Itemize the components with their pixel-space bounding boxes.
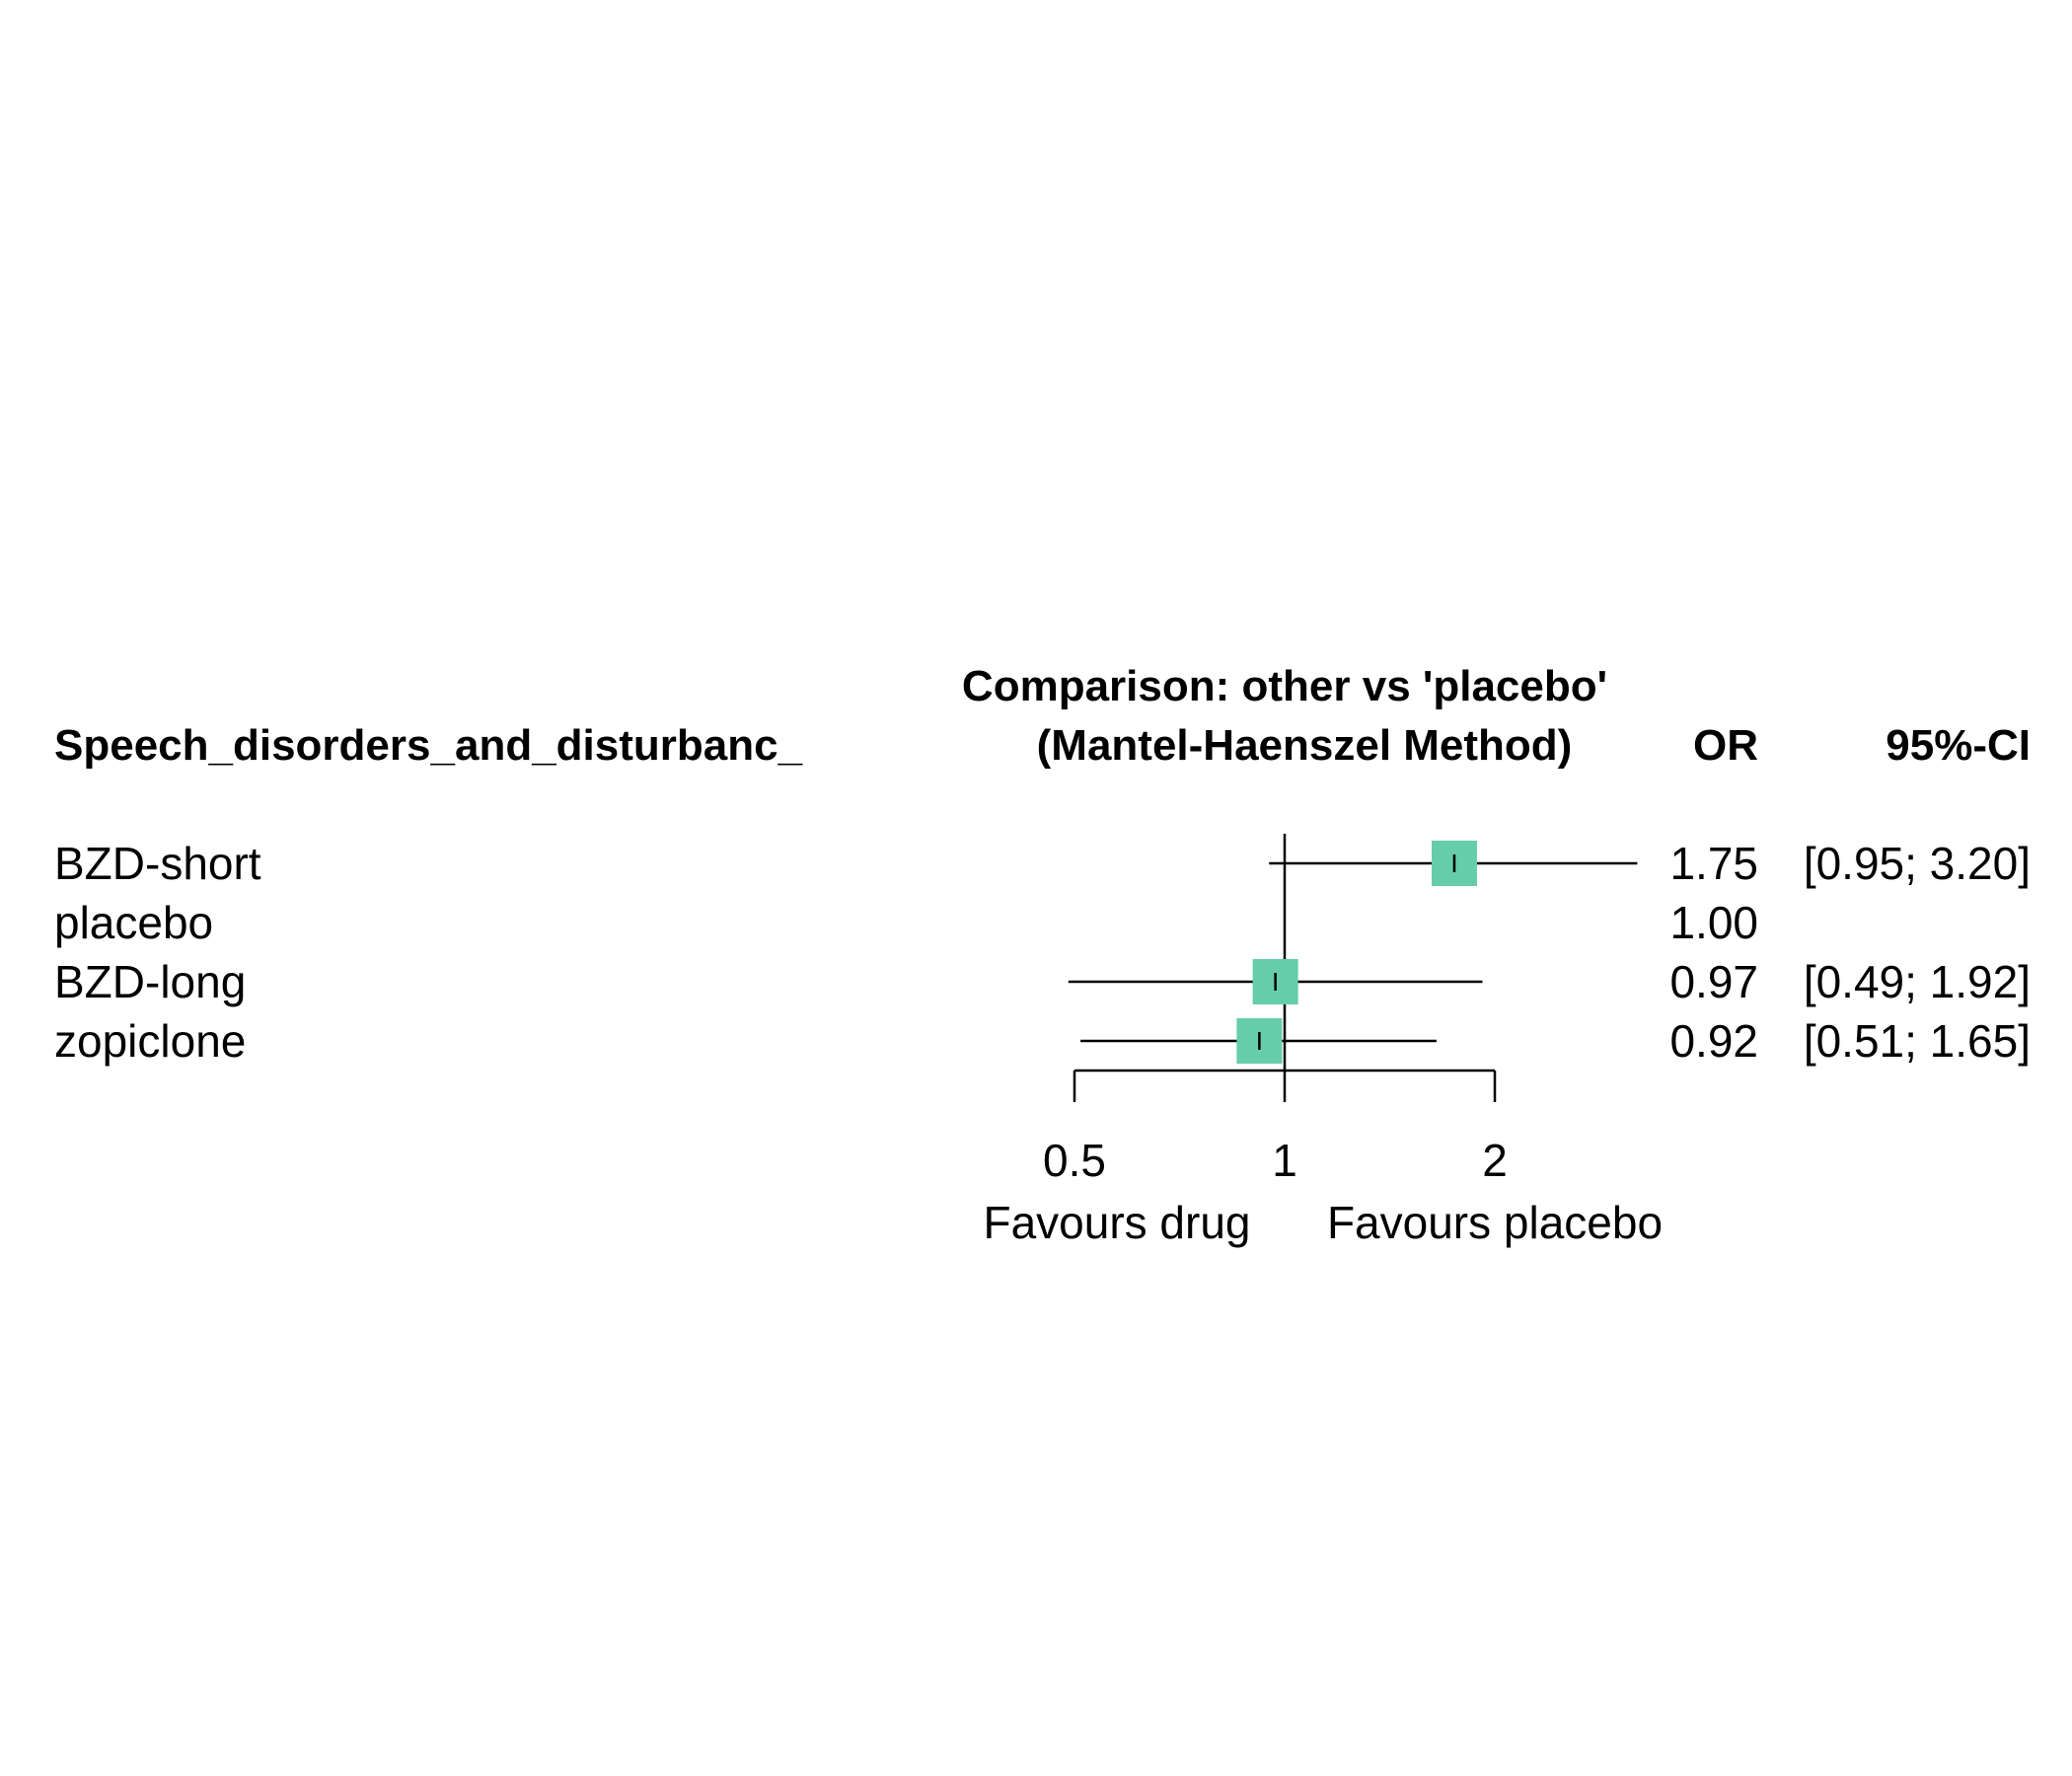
ci-column-header: 95%-CI [1886, 721, 2031, 770]
axis-tick-label: 1 [1272, 1135, 1297, 1186]
or-column-header: OR [1693, 721, 1758, 770]
ci-value: [0.51; 1.65] [1804, 1015, 2031, 1067]
axis-tick-label: 0.5 [1043, 1135, 1106, 1186]
forest-rows: BZD-short 1.75 [0.95; 3.20] placebo 1.00 BZD-… [54, 834, 2031, 1071]
axis-tick-label: 2 [1482, 1135, 1508, 1186]
x-axis: 0.5 1 2 [1043, 1069, 1508, 1186]
ci-value: [0.49; 1.92] [1804, 956, 2031, 1007]
row-label: BZD-long [54, 956, 246, 1007]
row-label: BZD-short [54, 838, 261, 889]
comparison-title-line2: (Mantel-Haenszel Method) [1037, 721, 1573, 770]
favours-placebo-label: Favours placebo [1327, 1197, 1663, 1248]
or-value: 0.97 [1669, 956, 1758, 1007]
ci-value: [0.95; 3.20] [1804, 838, 2031, 889]
favours-drug-label: Favours drug [983, 1197, 1250, 1248]
or-value: 0.92 [1669, 1015, 1758, 1067]
comparison-title-line1: Comparison: other vs 'placebo' [962, 662, 1607, 710]
or-value: 1.75 [1669, 838, 1758, 889]
or-value: 1.00 [1669, 897, 1758, 948]
row-label: placebo [54, 897, 213, 948]
outcome-header: Speech_disorders_and_disturbanc_ [54, 721, 803, 770]
row-label: zopiclone [54, 1015, 246, 1067]
